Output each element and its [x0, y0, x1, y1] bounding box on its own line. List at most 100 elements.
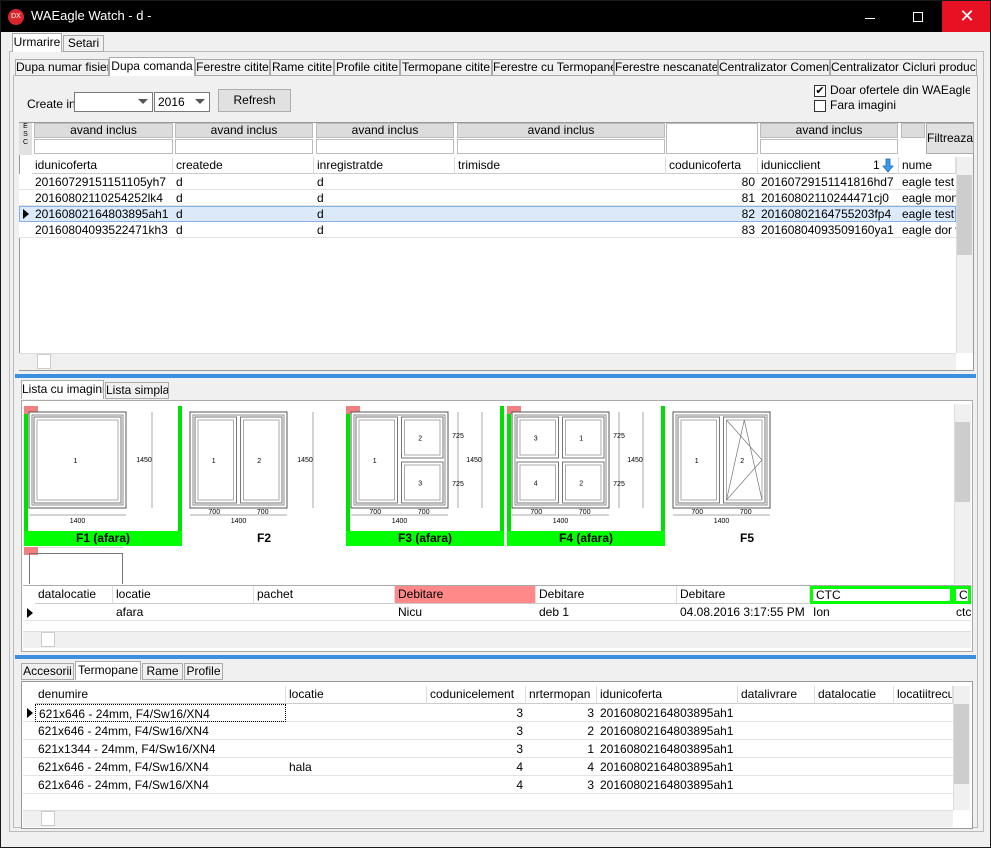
- tab[interactable]: Termopane: [75, 661, 141, 680]
- tab[interactable]: Profile: [184, 663, 223, 680]
- pane-label: 2: [257, 458, 261, 465]
- cell: 3: [516, 706, 523, 720]
- checkbox[interactable]: ✔: [814, 85, 826, 97]
- window-tile: F5 1 2 700 700 1400: [668, 406, 828, 546]
- cell: d: [176, 223, 183, 237]
- pane-label: 2: [418, 436, 422, 443]
- filter-input[interactable]: [316, 139, 454, 154]
- checkbox-label: Fara imagini: [830, 98, 897, 112]
- pane-label: 2: [579, 481, 583, 488]
- cell: 4: [516, 778, 523, 792]
- column-header: locatie: [113, 586, 254, 604]
- scroll-thumb: [954, 704, 969, 784]
- tab[interactable]: Dupa comanda: [109, 57, 195, 76]
- column-header: Debitare: [395, 586, 536, 604]
- tile-caption: F1 (afara): [24, 531, 182, 546]
- row-indicator: [27, 708, 33, 718]
- refresh-button[interactable]: Refresh: [218, 89, 291, 112]
- tab[interactable]: Setari: [63, 35, 104, 52]
- row-indicator: [27, 607, 33, 618]
- cell: 20160802164803895ah1: [600, 778, 734, 792]
- frame-inner: [514, 414, 607, 506]
- row: [23, 722, 953, 740]
- filter-input[interactable]: [175, 139, 313, 154]
- pane: [33, 416, 122, 504]
- cell: 20160729151151105yh7: [35, 175, 167, 189]
- cell: Ion: [813, 605, 830, 619]
- cell: [35, 604, 113, 621]
- tab[interactable]: Lista simpla: [105, 382, 169, 399]
- cell: 3: [587, 706, 594, 720]
- window-tile: F3 (afara) 1 2 3 700 700 1400 725 725 1450: [346, 406, 506, 546]
- width-label: 1400: [392, 518, 408, 525]
- width-part: 700: [418, 509, 430, 516]
- glass: [243, 419, 280, 501]
- filter-input[interactable]: [34, 139, 173, 154]
- splitter: [15, 655, 976, 659]
- app-icon: DX: [8, 9, 24, 25]
- tab[interactable]: Lista cu imagini: [21, 380, 104, 399]
- row: [23, 758, 953, 776]
- pane-label: 3: [534, 436, 538, 443]
- minimize-button[interactable]: [846, 1, 894, 32]
- cell: 621x1344 - 24mm, F4/Sw16/XN4: [38, 742, 216, 756]
- checkbox[interactable]: [814, 100, 826, 112]
- width-label: 1400: [70, 518, 86, 525]
- sort-arrow: [882, 158, 894, 173]
- tab[interactable]: Ferestre cu Termopane: [492, 59, 614, 76]
- column-header: idunicclient: [758, 157, 899, 174]
- pane: [355, 416, 398, 504]
- row: [19, 222, 956, 238]
- glass: [519, 419, 556, 456]
- cell: [815, 704, 894, 722]
- column-header: denumire: [35, 686, 286, 704]
- tab[interactable]: Ferestre citite: [195, 59, 270, 76]
- cell: [894, 758, 953, 776]
- cell: d: [176, 175, 183, 189]
- tab[interactable]: Centralizator Comenzi: [718, 59, 830, 76]
- cell: afara: [116, 605, 144, 619]
- tab[interactable]: Rame: [142, 663, 183, 680]
- combo-box[interactable]: 2016: [154, 92, 210, 112]
- cell: eagle dor w: [902, 223, 956, 237]
- glass: [197, 419, 234, 501]
- filter-button[interactable]: Filtreaza: [926, 123, 974, 154]
- main-panel: [9, 51, 984, 832]
- scroll-up: [954, 404, 971, 421]
- maximize-icon: [913, 12, 923, 22]
- window-drawing: 1 2 3 700 700 1400 725 725 1450: [350, 411, 483, 525]
- tab[interactable]: Accesorii: [21, 663, 74, 680]
- pane: [194, 416, 237, 504]
- width-part: 700: [208, 509, 220, 516]
- maximize-button[interactable]: [894, 1, 942, 32]
- window-drawing: 1 1400 1450: [28, 411, 153, 525]
- tab[interactable]: Urmarire: [12, 33, 62, 52]
- width-label: 1400: [714, 518, 730, 525]
- tab[interactable]: Rame citite: [270, 59, 334, 76]
- tab[interactable]: Centralizator Cicluri productie: [830, 59, 977, 76]
- cell: [894, 740, 953, 758]
- tab[interactable]: Termopane citite: [400, 59, 492, 76]
- cell: [738, 740, 815, 758]
- glass: [358, 419, 395, 501]
- cell: 20160802110254252lk4: [35, 191, 163, 205]
- title-bar: DX WAEagle Watch - d - ✕: [1, 1, 990, 32]
- width-part: 700: [369, 509, 381, 516]
- glass: [565, 419, 602, 456]
- status-marker: [24, 406, 38, 414]
- tab[interactable]: Dupa numar fisier: [15, 59, 109, 76]
- glass: [519, 464, 556, 501]
- glass: [565, 464, 602, 501]
- close-button[interactable]: ✕: [942, 1, 990, 32]
- scroll-up: [956, 157, 973, 174]
- esc-button[interactable]: ESC: [19, 123, 32, 155]
- filter-input[interactable]: [457, 139, 665, 154]
- tab[interactable]: Profile citite: [334, 59, 400, 76]
- filter-input[interactable]: [760, 139, 898, 154]
- cell: [738, 722, 815, 740]
- glass: [36, 419, 119, 501]
- status-bar: [346, 406, 350, 546]
- combo-box[interactable]: [74, 92, 153, 112]
- tab[interactable]: Ferestre nescanate: [614, 59, 718, 76]
- filter-input[interactable]: [666, 123, 758, 154]
